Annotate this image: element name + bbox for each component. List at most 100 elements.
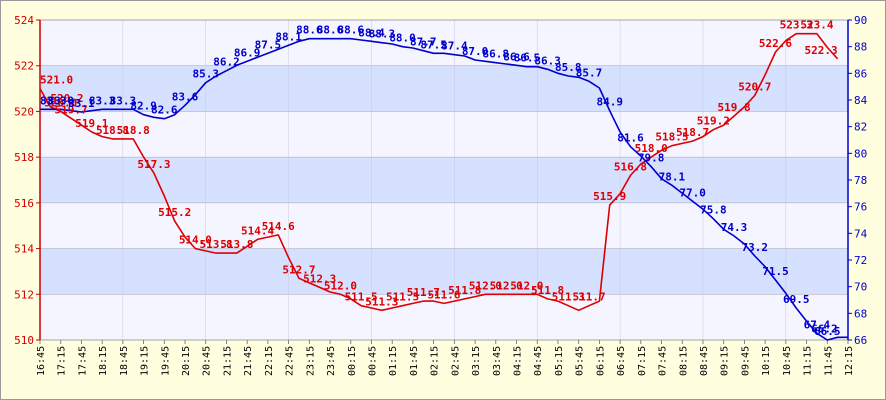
blue-data-label: 73.2 xyxy=(742,241,769,254)
red-data-label: 512.3 xyxy=(303,272,336,285)
right-axis-tick-label: 68 xyxy=(854,307,867,320)
red-data-label: 511.3 xyxy=(552,291,585,304)
blue-data-label: 84.9 xyxy=(596,96,623,109)
red-data-label: 511.7 xyxy=(572,291,605,304)
data-labels: 521.0520.2520.0519.7519.1518.8518.8517.3… xyxy=(40,19,841,338)
red-data-label: 518.0 xyxy=(635,142,668,155)
left-axis-tick-label: 524 xyxy=(14,14,34,27)
red-data-label: 518.8 xyxy=(96,124,129,137)
red-data-label: 523.3 xyxy=(780,19,813,32)
series-blue-line xyxy=(40,37,848,341)
left-axis-tick-label: 510 xyxy=(14,334,34,347)
plot-band xyxy=(40,202,848,249)
x-axis-tick-label: 23:45 xyxy=(326,346,337,376)
red-data-label: 511.8 xyxy=(448,284,481,297)
blue-data-label: 82.9 xyxy=(130,100,157,113)
right-axis-tick-label: 76 xyxy=(854,201,867,214)
left-axis-tick-label: 514 xyxy=(14,243,34,256)
red-data-label: 516.8 xyxy=(614,160,647,173)
left-axis-tick-label: 522 xyxy=(14,60,34,73)
red-data-label: 511.5 xyxy=(345,291,378,304)
blue-data-label: 88.6 xyxy=(296,24,323,37)
x-axis-tick-label: 05:45 xyxy=(575,346,586,376)
blue-data-label: 87.0 xyxy=(462,45,489,58)
blue-data-label: 88.6 xyxy=(338,24,365,37)
x-axis-tick-label: 23:15 xyxy=(305,346,316,376)
left-axis-tick-label: 516 xyxy=(14,197,34,210)
series-lines xyxy=(39,32,848,341)
blue-data-label: 83.1 xyxy=(68,97,95,110)
blue-data-label: 83.3 xyxy=(110,94,137,107)
x-axis-tick-label: 02:15 xyxy=(430,346,441,376)
plot-band xyxy=(40,65,848,112)
x-axis-tick-label: 10:15 xyxy=(761,346,772,376)
red-data-label: 519.2 xyxy=(697,115,730,128)
plot-band xyxy=(40,157,848,203)
blue-data-label: 83.6 xyxy=(172,90,199,103)
red-data-label: 519.7 xyxy=(55,103,88,116)
red-data-label: 520.2 xyxy=(50,92,83,105)
red-data-label: 522.3 xyxy=(805,44,838,57)
blue-data-label: 85.3 xyxy=(192,68,219,81)
x-axis-tick-label: 08:15 xyxy=(678,346,689,376)
blue-data-label: 88.4 xyxy=(358,26,385,39)
red-data-label: 511.6 xyxy=(427,288,460,301)
right-axis-tick-label: 82 xyxy=(854,121,867,134)
right-axis-tick-label: 86 xyxy=(854,67,867,80)
blue-data-label: 66.2 xyxy=(811,322,838,335)
x-axis-tick-label: 01:15 xyxy=(388,346,399,376)
x-axis-tick-label: 17:45 xyxy=(77,346,88,376)
blue-data-label: 86.2 xyxy=(213,56,240,69)
plot-band xyxy=(40,248,848,295)
red-data-label: 512.0 xyxy=(324,279,357,292)
right-axis-tick-label: 74 xyxy=(854,227,868,240)
x-axis-tick-label: 04:45 xyxy=(533,346,544,376)
plot-bands xyxy=(40,20,848,340)
red-data-label: 512.0 xyxy=(469,279,502,292)
blue-data-label: 66.5 xyxy=(814,325,841,338)
red-data-label: 520.7 xyxy=(738,80,771,93)
x-axis-tick-label: 07:15 xyxy=(637,346,648,376)
blue-data-label: 67.4 xyxy=(804,318,831,331)
x-axis-tick-label: 17:15 xyxy=(57,346,68,376)
red-data-label: 512.7 xyxy=(282,263,315,276)
red-data-label: 511.5 xyxy=(386,291,419,304)
x-axis-tick-label: 01:45 xyxy=(409,346,420,376)
red-data-label: 512.0 xyxy=(490,279,523,292)
blue-data-label: 86.8 xyxy=(483,48,510,61)
red-data-label: 514.0 xyxy=(179,234,212,247)
red-data-label: 511.7 xyxy=(407,286,440,299)
red-data-label: 513.8 xyxy=(200,238,233,251)
plot-band xyxy=(40,294,848,340)
right-axis-tick-label: 80 xyxy=(854,147,867,160)
blue-data-label: 83.3 xyxy=(40,94,67,107)
axes: 510 512 514 516 518 520 522 524 66 68 70 72 74 76 78 80… xyxy=(14,14,867,376)
plot-band xyxy=(40,20,848,66)
x-axis-tick-label: 03:15 xyxy=(471,346,482,376)
blue-data-label: 81.6 xyxy=(617,132,644,145)
blue-data-label: 86.6 xyxy=(503,50,530,63)
blue-data-label: 85.8 xyxy=(555,61,582,74)
red-data-label: 522.6 xyxy=(759,37,792,50)
blue-data-label: 75.8 xyxy=(700,204,727,217)
blue-data-label: 86.5 xyxy=(514,52,541,65)
red-data-label: 523.4 xyxy=(800,19,833,32)
blue-data-label: 78.1 xyxy=(659,170,686,183)
x-axis-tick-label: 07:45 xyxy=(658,346,669,376)
red-data-label: 517.3 xyxy=(137,158,170,171)
x-axis-tick-label: 11:15 xyxy=(803,346,814,376)
x-axis-tick-label: 22:15 xyxy=(264,346,275,376)
blue-data-label: 88.0 xyxy=(389,32,416,45)
red-data-label: 511.3 xyxy=(365,295,398,308)
left-axis-tick-label: 512 xyxy=(14,288,34,301)
red-data-label: 519.8 xyxy=(717,101,750,114)
red-data-label: 515.2 xyxy=(158,206,191,219)
x-axis-tick-label: 21:15 xyxy=(222,346,233,376)
x-axis-tick-label: 08:45 xyxy=(699,346,710,376)
blue-data-label: 88.6 xyxy=(317,24,344,37)
right-axis-tick-label: 72 xyxy=(854,254,867,267)
red-data-label: 518.5 xyxy=(655,131,688,144)
x-axis-tick-label: 21:45 xyxy=(243,346,254,376)
red-data-label: 514.4 xyxy=(241,224,274,237)
